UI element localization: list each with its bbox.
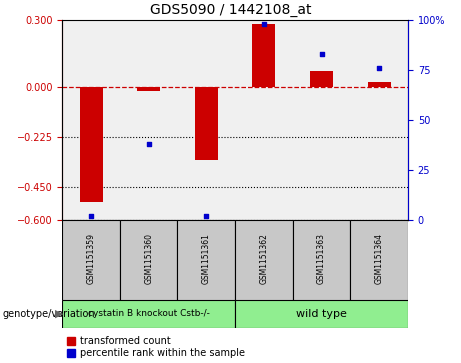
Text: GSM1151363: GSM1151363 (317, 233, 326, 284)
Bar (137, 87, 160, 91)
Text: GSM1151360: GSM1151360 (144, 233, 153, 284)
Point (260, 21, 267, 27)
Bar (235, 220, 293, 300)
Bar (368, 82, 390, 87)
Text: genotype/variation: genotype/variation (2, 309, 95, 319)
Bar (293, 220, 350, 300)
Text: GSM1151359: GSM1151359 (87, 233, 95, 284)
Text: ▶: ▶ (55, 309, 63, 319)
Text: GSM1151361: GSM1151361 (202, 233, 211, 284)
Bar (235, 300, 408, 328)
Text: cystatin B knockout Cstb-/-: cystatin B knockout Cstb-/- (88, 310, 210, 318)
Legend: transformed count, percentile rank within the sample: transformed count, percentile rank withi… (67, 337, 245, 358)
Bar (62, 300, 235, 328)
Bar (195, 87, 218, 160)
Bar (253, 24, 276, 87)
Point (202, 213, 210, 219)
Point (88, 213, 95, 219)
Bar (120, 220, 177, 300)
Point (318, 51, 325, 57)
Bar (310, 71, 333, 87)
Text: GDS5090 / 1442108_at: GDS5090 / 1442108_at (150, 3, 311, 17)
Bar (62, 220, 120, 300)
Text: GSM1151364: GSM1151364 (375, 233, 384, 284)
Text: GSM1151362: GSM1151362 (260, 233, 268, 284)
Bar (350, 220, 408, 300)
Bar (177, 220, 235, 300)
Bar (79, 87, 102, 202)
Point (375, 65, 383, 71)
Point (145, 141, 152, 147)
Text: wild type: wild type (296, 309, 347, 319)
